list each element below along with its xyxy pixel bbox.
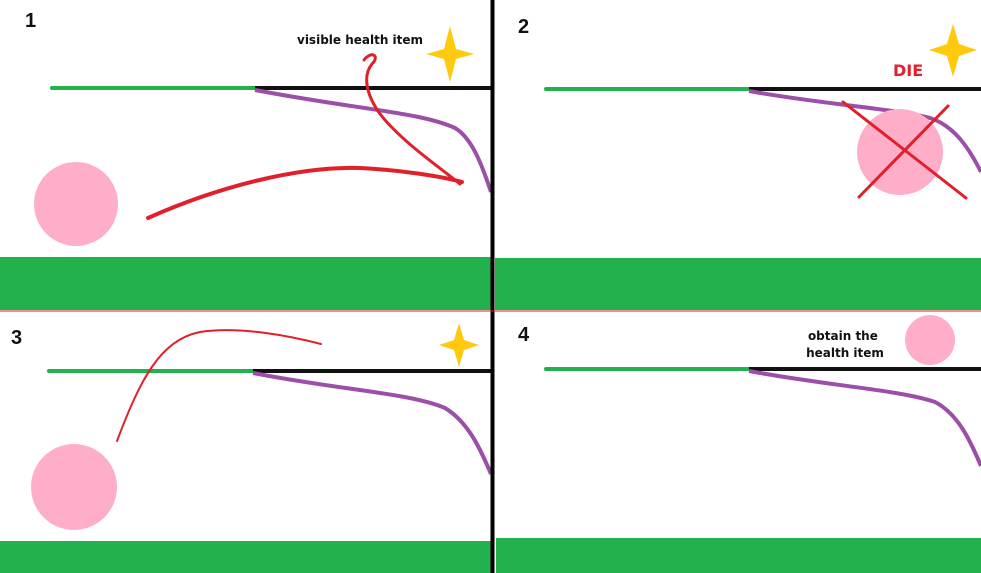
health-star-icon <box>439 323 479 367</box>
ground-floor <box>496 538 981 573</box>
purple-slope <box>254 88 493 193</box>
die-label: DIE <box>893 61 923 80</box>
purple-slope <box>252 371 493 475</box>
purple-slope <box>748 369 981 467</box>
obtain-line-2: health item <box>806 346 884 360</box>
jump-trajectory-arrow <box>116 329 322 442</box>
panel-3: 3 <box>0 323 493 573</box>
panel-number: 3 <box>11 327 22 349</box>
ground-floor <box>0 257 492 310</box>
health-star-icon <box>929 24 977 77</box>
pink-ball-at-item <box>905 315 955 365</box>
health-star-icon <box>426 26 474 82</box>
panel-1: 1 visible health item <box>0 10 493 310</box>
annotation-pointer-arrow <box>362 53 462 186</box>
pink-ball <box>34 162 118 246</box>
jump-trajectory-arrow <box>146 165 464 220</box>
panel-number: 1 <box>25 10 36 32</box>
panel-2: 2 DIE <box>495 16 981 310</box>
death-cross-mark <box>857 104 950 199</box>
panel-number: 4 <box>518 324 530 346</box>
ground-floor <box>495 258 981 310</box>
ground-floor <box>0 541 492 573</box>
panel-number: 2 <box>518 16 529 38</box>
obtain-line-1: obtain the <box>808 329 878 343</box>
obtain-health-item-label: obtain the health item <box>806 329 884 360</box>
pink-ball <box>31 444 117 530</box>
panel-4: 4 obtain the health item <box>496 315 981 573</box>
visible-health-item-label: visible health item <box>297 33 423 47</box>
